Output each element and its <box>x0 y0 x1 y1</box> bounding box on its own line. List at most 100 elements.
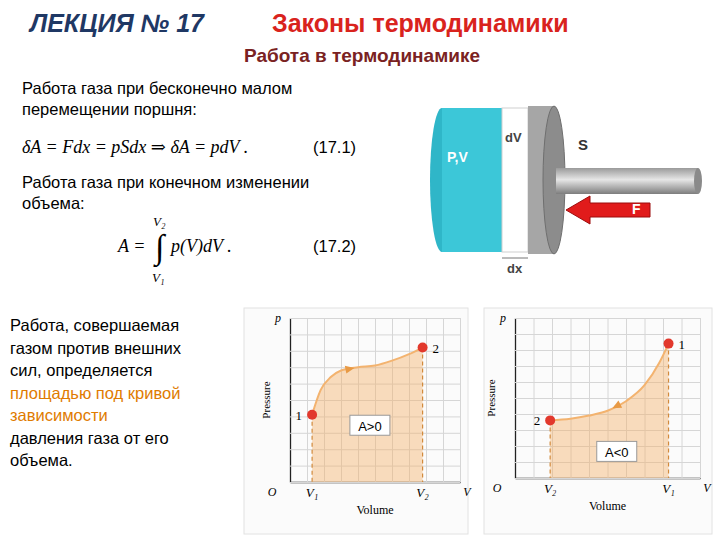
tick <box>515 382 700 383</box>
chart: V₂ V₁ 1 2 A<0 Pressure Volume p V O <box>484 308 712 534</box>
explanation-line: газом против внешних <box>10 339 182 357</box>
grid-line <box>515 350 700 351</box>
slide: ЛЕКЦИЯ № 17Законы термодинамикиРабота в … <box>0 0 720 540</box>
volume-marker-line <box>668 344 669 478</box>
curve <box>312 348 423 415</box>
area <box>312 348 423 482</box>
grid-line <box>515 366 700 367</box>
y-axis <box>290 319 460 483</box>
explanation-line: сил, определяется <box>10 361 152 379</box>
intro-text: Работа газа при бесконечно малом <box>22 79 292 97</box>
state-label: 1 <box>296 408 303 423</box>
work-label: A>0 <box>358 419 382 434</box>
state-point <box>307 410 317 420</box>
volume-marker-line <box>550 420 551 478</box>
state-point <box>664 339 674 349</box>
x-axis-symbol: V <box>703 481 712 495</box>
chart: V₁V₂12A>0PressureVolumepVO <box>244 308 472 534</box>
direction-arrow <box>610 401 622 412</box>
volume-marker-label: V₁ <box>306 485 318 500</box>
state-label: 2 <box>534 413 541 428</box>
area-label-box <box>597 441 637 461</box>
chart-panel <box>244 308 468 534</box>
area-label-box <box>350 415 390 435</box>
volume-marker-label: V₂ <box>544 481 557 496</box>
volume-marker-line <box>422 348 423 482</box>
state-point <box>545 415 555 425</box>
y-axis-title: Pressure <box>260 381 272 418</box>
tick <box>290 482 460 483</box>
y-axis-title: Pressure <box>485 379 497 416</box>
grid-line <box>290 318 460 319</box>
state-label: 1 <box>679 337 686 352</box>
volume-marker-label: V₁ <box>662 481 674 496</box>
dv-slice <box>502 108 528 252</box>
area <box>550 344 668 478</box>
x-axis <box>516 318 701 479</box>
explanation-line: Работа, совершаемая <box>10 316 179 334</box>
x-axis-title: Volume <box>356 503 393 517</box>
tick <box>515 318 700 319</box>
x-axis <box>291 318 461 483</box>
dv-label: dV <box>505 130 522 145</box>
lecture-title: Законы термодинамики <box>272 9 569 37</box>
origin-label: O <box>493 481 502 495</box>
explanation-line: площадью под кривой <box>10 384 180 402</box>
y-axis <box>515 319 700 479</box>
plot-area <box>307 343 428 482</box>
y-axis-symbol: p <box>274 311 281 325</box>
rod <box>556 168 698 194</box>
explanation-line: объема. <box>10 451 73 469</box>
rod-end <box>694 168 702 194</box>
grid-line <box>460 318 461 482</box>
state-label: P,V <box>447 149 468 165</box>
x-axis-symbol: V <box>463 485 472 499</box>
tick <box>290 318 460 319</box>
curve <box>550 344 668 421</box>
formulas: Работа газа при бесконечно малом перемеще… <box>22 79 356 285</box>
grid-line <box>515 318 700 319</box>
axis-line <box>291 482 461 483</box>
subtitle: Работа в термодинамике <box>244 45 480 66</box>
header: ЛЕКЦИЯ № 17Законы термодинамикиРабота в … <box>28 9 569 66</box>
integral-limit: V₂ <box>153 214 166 229</box>
piston-diagram: P,V dV S Fdx <box>430 106 702 276</box>
origin-label: O <box>268 485 277 499</box>
explanation-line: зависимости <box>10 406 108 424</box>
grid-line <box>515 334 700 335</box>
grid-line <box>700 318 701 478</box>
volume-marker-line <box>312 415 313 482</box>
explanation: Работа, совершаемая газом против внешних с… <box>10 316 182 469</box>
integral-limit: V₁ <box>152 270 164 285</box>
equation-number: (17.2) <box>313 237 356 255</box>
grid-line <box>290 334 460 335</box>
direction-arrow <box>345 364 355 374</box>
intro-text: перемещении поршня: <box>22 100 197 118</box>
equation-number: (17.1) <box>313 138 356 156</box>
area-label: S <box>578 136 588 153</box>
grid-line <box>515 478 700 479</box>
dx-bracket <box>502 258 528 259</box>
tick <box>460 318 461 482</box>
dx-label: dx <box>507 261 523 276</box>
state-point <box>418 343 428 353</box>
integral-sign: ∫ <box>153 228 167 268</box>
work-label: A<0 <box>605 445 629 460</box>
axis-line <box>516 478 701 479</box>
state-label: 2 <box>433 341 440 356</box>
tick <box>515 350 700 351</box>
plot-area <box>545 339 673 478</box>
tick <box>515 334 700 335</box>
y-axis-symbol: p <box>499 311 506 325</box>
tick <box>515 366 700 367</box>
grid-line <box>290 482 460 483</box>
formula: A = <box>117 236 145 256</box>
tick <box>515 398 700 399</box>
explanation-line: давления газа от его <box>10 429 169 447</box>
formula: p(V)dV . <box>169 236 232 257</box>
force-label: F <box>632 201 641 217</box>
chart-panel <box>484 308 712 534</box>
x-axis-title: Volume <box>589 499 626 513</box>
intro-text: Работа газа при конечном изменении <box>22 173 309 191</box>
formula: δA = Fdx = pSdx ⇒ δA = pdV . <box>22 137 248 157</box>
